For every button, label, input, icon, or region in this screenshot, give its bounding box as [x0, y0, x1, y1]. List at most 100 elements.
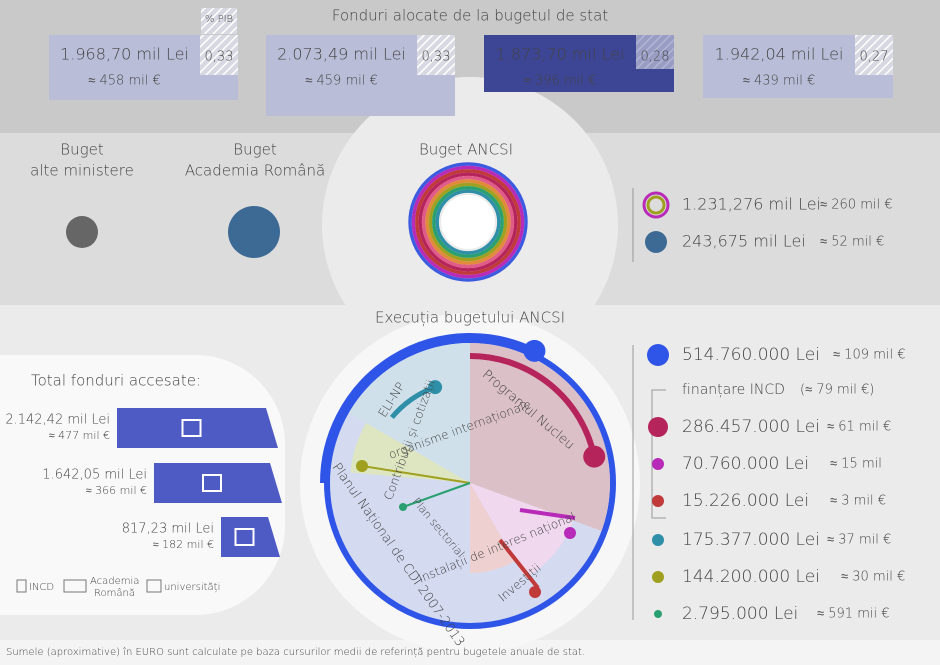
ancsi-ring — [432, 186, 504, 258]
ancsi-ring — [411, 165, 525, 279]
group-bracket — [651, 389, 666, 519]
accessed-eur: ≈ 182 mil € — [153, 538, 214, 551]
legend-dot — [648, 417, 668, 437]
pib-box — [200, 35, 238, 75]
group-label: Buget — [233, 141, 277, 159]
segment-stem — [498, 538, 540, 590]
pib-box — [636, 35, 674, 69]
segment — [470, 483, 515, 573]
card-pib: 0,33 — [205, 50, 234, 65]
segment — [470, 343, 610, 531]
legend-lei: 144.200.000 Lei — [682, 567, 820, 587]
segment-arc — [320, 333, 536, 484]
legend-icon — [63, 579, 87, 593]
ministries-dot — [66, 216, 98, 248]
card-eur: ≈ 396 mil € — [524, 74, 597, 89]
academy-dot — [228, 206, 280, 258]
bar-icon — [181, 419, 202, 437]
accessed-legend: INCD — [29, 582, 54, 593]
bar-icon — [234, 528, 255, 546]
accessed-lei: 2.142,42 mil Lei — [5, 413, 110, 428]
ancsi-ring — [415, 169, 521, 275]
ancsi-ring — [425, 179, 511, 265]
legend-eur: ≈ 591 mii € — [817, 607, 890, 622]
legend-ring — [642, 191, 670, 219]
card-pib: 0,33 — [422, 50, 451, 65]
ancsi-ring — [408, 162, 528, 282]
ancsi-center — [441, 195, 495, 249]
segment-end — [564, 527, 576, 539]
group-label: alte ministere — [30, 162, 134, 180]
legend-lei: 243,675 mil Lei — [682, 232, 806, 251]
legend-eur: ≈ 260 mil € — [820, 198, 893, 213]
legend-eur: ≈ 109 mil € — [833, 348, 906, 363]
segment-end — [523, 339, 546, 362]
card-lei: 1.873,70 mil Lei — [496, 45, 625, 64]
accessed-lei: 1.642,05 mil Lei — [42, 468, 147, 483]
legend-icon — [16, 579, 27, 593]
legend-dot — [654, 610, 662, 618]
legend-lei: 2.795.000 Lei — [682, 604, 798, 624]
legend-dot — [647, 344, 669, 366]
ancsi-ring — [435, 189, 501, 255]
card-pib: 0,27 — [860, 50, 889, 65]
group-label: Academia Română — [185, 162, 325, 180]
pib-hatch — [201, 8, 237, 34]
accessed-bar — [117, 408, 278, 448]
legend-dot — [652, 495, 664, 507]
header-title: Fonduri alocate de la bugetul de stat — [332, 7, 608, 25]
segment-stem — [361, 465, 471, 484]
ancsi-ring — [418, 172, 518, 272]
pib-box — [417, 35, 455, 75]
segment-end — [428, 380, 443, 395]
legend-eur: ≈ 61 mil € — [827, 420, 891, 435]
legend-lei: 175.377.000 Lei — [682, 530, 820, 550]
legend-dot — [652, 571, 664, 583]
segment-end — [529, 586, 541, 598]
legend-dot — [645, 231, 667, 253]
pib-label: % PIB — [205, 14, 233, 25]
segment-end — [356, 460, 368, 472]
legend-eur: ≈ 52 mil € — [820, 235, 884, 250]
execution-title: Execuția bugetului ANCSI — [375, 309, 565, 327]
accessed-legend: Română — [94, 587, 135, 599]
legend-lei: 1.231,276 mil Lei — [682, 195, 821, 214]
segment-stem — [402, 482, 471, 508]
card-eur: ≈ 458 mil € — [88, 74, 161, 89]
segment — [470, 483, 574, 579]
legend-lei: 514.760.000 Lei — [682, 345, 820, 365]
accessed-legend: universități — [164, 582, 220, 593]
card-lei: 1.968,70 mil Lei — [60, 45, 189, 64]
card-lei: 1.942,04 mil Lei — [715, 45, 844, 64]
legend-eur: ≈ 37 mil € — [827, 533, 891, 548]
accessed-bar — [221, 517, 280, 557]
segment-end — [399, 503, 407, 511]
content: Fonduri alocate de la bugetul de stat % P… — [5, 7, 905, 659]
segment-end — [583, 445, 606, 468]
legend-lei: 286.457.000 Lei — [682, 417, 820, 437]
group-label: Buget — [60, 141, 104, 159]
group-eur: (≈ 79 mil €) — [800, 383, 874, 398]
accessed-lei: 817,23 mil Lei — [122, 522, 214, 537]
legend-eur: ≈ 3 mil € — [830, 494, 886, 509]
group-label: Buget ANCSI — [419, 141, 513, 159]
accessed-legend: Academia — [90, 576, 139, 587]
segment-stem — [519, 508, 576, 520]
card-lei: 2.073,49 mil Lei — [277, 45, 406, 64]
group-label: finanțare INCD — [682, 382, 785, 398]
legend-ring — [646, 195, 666, 215]
pib-box — [855, 35, 893, 75]
ancsi-ring — [421, 175, 515, 269]
footnote: Sumele (aproximative) în EURO sunt calcu… — [6, 646, 585, 658]
card-eur: ≈ 439 mil € — [743, 74, 816, 89]
card-eur: ≈ 459 mil € — [305, 74, 378, 89]
card-pib: 0,28 — [641, 50, 670, 65]
legend-lei: 15.226.000 Lei — [682, 491, 809, 511]
legend-icon — [146, 579, 162, 593]
accessed-eur: ≈ 477 mil € — [49, 429, 110, 442]
legend-dot — [652, 534, 664, 546]
legend-dot — [652, 458, 664, 470]
bar-icon — [202, 474, 222, 492]
